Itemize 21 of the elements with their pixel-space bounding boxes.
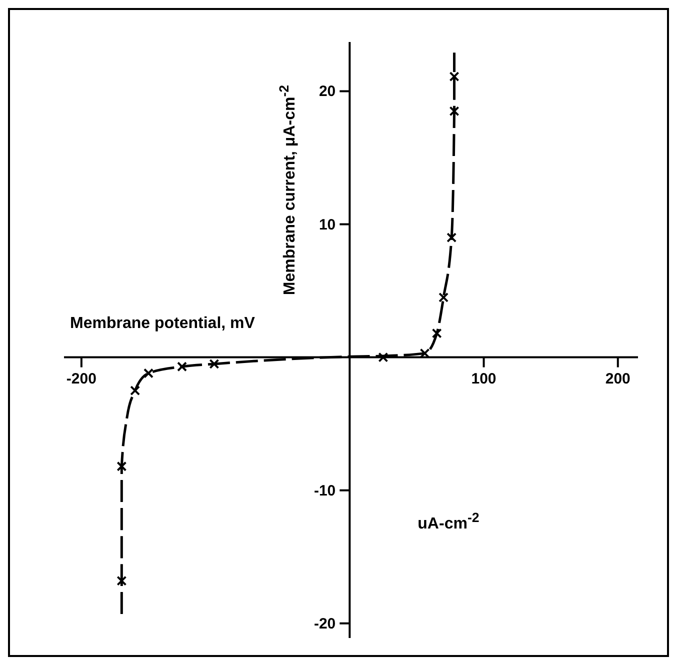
x-tick-label: 100 <box>471 370 496 388</box>
y-tick-label: -20 <box>314 615 336 632</box>
point <box>446 232 457 243</box>
point <box>130 386 140 396</box>
point <box>378 352 388 362</box>
point <box>449 106 460 116</box>
x-axis-title: Membrane potential, mV <box>70 315 255 334</box>
point <box>432 328 442 338</box>
x-tick-label: 200 <box>605 370 630 388</box>
point <box>449 72 460 82</box>
point <box>116 576 127 586</box>
point <box>209 358 220 369</box>
point <box>116 461 127 472</box>
y-tick-label: -10 <box>314 482 336 500</box>
y-tick-label: 20 <box>318 83 336 100</box>
x-tick-label: -200 <box>66 370 96 388</box>
point <box>438 292 449 302</box>
annotation: uA-cm$^{-2}$ <box>418 510 480 534</box>
point <box>177 362 188 372</box>
y-tick-label: 10 <box>318 216 336 234</box>
point <box>143 368 154 378</box>
